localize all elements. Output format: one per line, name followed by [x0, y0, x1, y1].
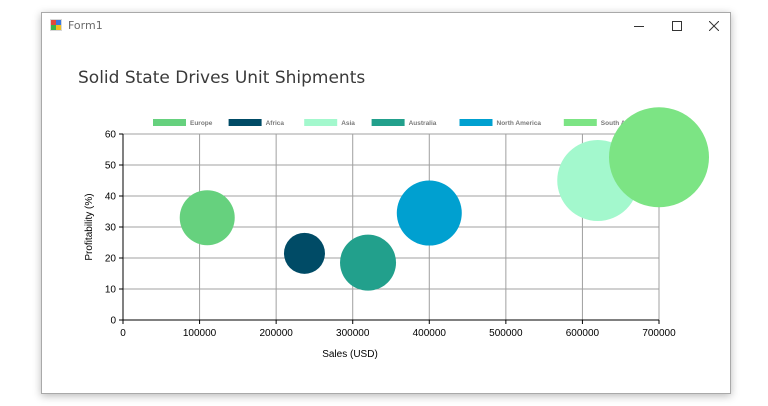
legend-label: Asia	[341, 120, 355, 127]
x-tick-label: 500000	[489, 328, 523, 339]
maximize-button[interactable]	[658, 13, 696, 39]
legend-item: Europe	[153, 119, 213, 127]
y-tick-label: 30	[105, 223, 117, 234]
x-tick-label: 200000	[259, 328, 293, 339]
legend-swatch	[304, 119, 338, 126]
maximize-icon	[672, 21, 682, 31]
x-tick-label: 100000	[183, 328, 217, 339]
y-tick-label: 10	[105, 285, 117, 296]
window-title: Form1	[68, 19, 103, 32]
x-tick-label: 300000	[336, 328, 370, 339]
y-axis-title: Profitability (%)	[84, 193, 95, 260]
legend-swatch	[228, 119, 262, 126]
y-tick-label: 0	[110, 316, 116, 327]
x-tick-label: 0	[120, 328, 126, 339]
y-tick-label: 20	[105, 254, 117, 265]
legend-swatch	[153, 119, 186, 126]
legend-label: North America	[497, 120, 542, 127]
close-button[interactable]	[695, 13, 733, 39]
y-tick-label: 40	[105, 192, 117, 203]
legend-item: North America	[459, 119, 542, 127]
form-window: Form1 Solid State Drives Unit Shipments …	[41, 12, 731, 394]
bubble-africa	[283, 232, 325, 274]
minimize-icon	[634, 26, 644, 27]
bubble-north-america	[396, 180, 462, 246]
title-bar[interactable]: Form1	[42, 13, 730, 39]
bubble-europe	[179, 190, 235, 246]
bubble-south-america	[609, 107, 709, 208]
legend-label: Australia	[409, 120, 437, 127]
legend-swatch	[563, 119, 597, 126]
x-tick-label: 600000	[566, 328, 600, 339]
legend-item: Africa	[228, 119, 285, 127]
bubble-chart: 0 100000 200000 300000 400000 500000 600000 700…	[84, 107, 709, 360]
legend-item: Asia	[304, 119, 355, 127]
legend-label: Europe	[190, 120, 213, 127]
legend-label: Africa	[266, 120, 285, 127]
chart-title: Solid State Drives Unit Shipments	[78, 68, 366, 88]
bubble-australia	[340, 234, 397, 291]
app-icon	[50, 19, 62, 31]
y-tick-label: 50	[105, 161, 117, 172]
close-icon	[709, 21, 719, 31]
x-tick-label: 700000	[642, 328, 676, 339]
x-tick-label: 400000	[413, 328, 447, 339]
legend-swatch	[459, 119, 493, 126]
x-axis-title: Sales (USD)	[322, 349, 378, 360]
y-tick-label: 60	[105, 130, 117, 141]
legend-item: Australia	[371, 119, 437, 127]
minimize-button[interactable]	[620, 13, 658, 39]
legend-swatch	[371, 119, 405, 126]
